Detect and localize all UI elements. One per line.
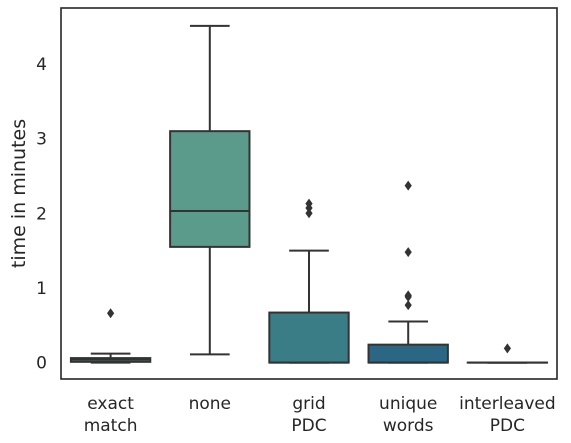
x-tick-label: PDC [291,416,326,436]
outlier-point [305,208,313,219]
box-group [367,180,449,364]
x-tick-label: none [189,394,231,414]
outlier-point [107,308,115,319]
outlier-point [404,300,412,311]
box-group [466,343,549,364]
box [268,311,350,364]
x-tick-label: exact [87,394,134,414]
x-tick-label: grid [292,394,325,414]
x-tick-label: match [84,416,138,436]
box-group [268,198,350,364]
x-tick-label: PDC [490,416,525,436]
x-tick-label: unique [379,394,437,414]
outlier-point [404,290,412,301]
box [367,343,449,364]
y-axis-label: time in minutes [8,119,30,268]
axes-frame [60,7,558,380]
x-tick-label: words [383,416,434,436]
plot-area [60,7,558,380]
outlier-point [404,247,412,258]
y-tick-label: 1 [36,279,47,299]
box-group [69,308,152,364]
y-tick-label: 4 [36,55,47,75]
outlier-point [503,343,511,354]
x-tick-label: interleaved [459,394,556,414]
box [169,130,251,248]
y-tick-label: 3 [36,130,47,150]
outlier-point [305,198,313,209]
outlier-point [404,180,412,191]
box-group [169,24,251,356]
y-axis-ticks: 0 1 2 3 4 [36,55,47,374]
y-tick-label: 0 [36,354,47,374]
y-tick-label: 2 [36,204,47,224]
